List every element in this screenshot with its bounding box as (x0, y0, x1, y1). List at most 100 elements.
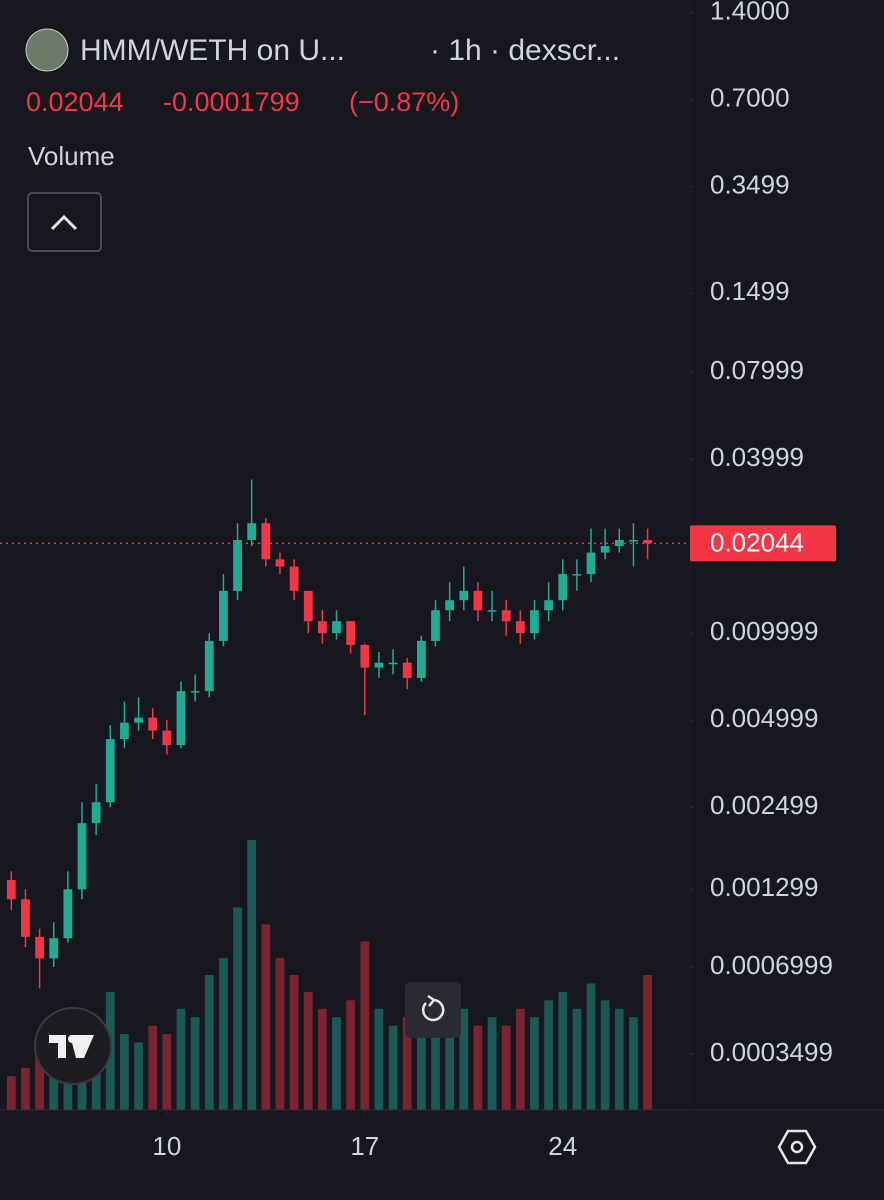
volume-bar (445, 1000, 455, 1110)
volume-bar (459, 1008, 469, 1110)
candle-body (600, 546, 610, 553)
volume-bar (332, 1017, 341, 1110)
candle-body (77, 823, 87, 890)
candle-body (63, 889, 73, 939)
volume-bar (233, 907, 242, 1110)
price-label: 0.02044 (710, 527, 804, 557)
volume-bar (219, 958, 228, 1110)
volume-bar (629, 1017, 638, 1110)
y-tick-label: 0.002499 (710, 790, 818, 820)
volume-bar (120, 1034, 129, 1110)
volume-bar (530, 1017, 539, 1110)
candle-body (487, 610, 497, 612)
volume-bar (558, 991, 568, 1110)
candle-body (530, 610, 539, 634)
candle-body (6, 879, 16, 900)
price-change: -0.0001799 (163, 87, 300, 117)
candle-body (388, 662, 398, 665)
candle-body (303, 590, 313, 622)
volume-bar (275, 958, 285, 1110)
candle-body (134, 717, 143, 723)
candle-body (105, 739, 115, 803)
volume-bar (515, 1008, 525, 1110)
y-tick-label: 0.7000 (710, 83, 790, 113)
candle-body (317, 621, 327, 634)
x-tick-label: 17 (350, 1131, 379, 1161)
volume-bar (544, 1000, 553, 1110)
volume-bar (134, 1042, 143, 1110)
candle-body (120, 722, 129, 740)
candle-body (572, 574, 582, 576)
collapse-button[interactable] (27, 192, 102, 252)
volume-bar (431, 991, 440, 1110)
volume-bar (388, 1025, 398, 1110)
candle-body (402, 662, 412, 678)
volume-bar (317, 1008, 327, 1110)
volume-bar (247, 840, 257, 1110)
volume-bar (35, 1042, 44, 1110)
y-tick-label: 0.03999 (710, 442, 804, 472)
candle-body (473, 590, 483, 611)
candle-body (176, 691, 186, 746)
x-tick-label: 24 (548, 1131, 577, 1161)
candle-body (49, 938, 59, 959)
y-tick-label: 0.0006999 (710, 950, 833, 980)
candle-body (275, 559, 285, 567)
settings-button[interactable] (777, 1129, 817, 1165)
volume-bar (643, 975, 652, 1110)
y-tick-label: 0.07999 (710, 355, 804, 385)
volume-bar (572, 1008, 582, 1110)
candle-body (515, 621, 525, 634)
candle-body (204, 640, 214, 692)
candle-body (162, 730, 172, 746)
y-tick-label: 0.0003499 (710, 1037, 833, 1067)
candle-body (544, 600, 553, 611)
candle-body (190, 691, 200, 693)
candle-body (21, 899, 30, 937)
volume-bar (204, 975, 214, 1110)
candle-body (261, 523, 271, 560)
price-change-percent: (−0.87%) (349, 87, 459, 117)
candle-body (247, 523, 257, 540)
candle-body (643, 539, 652, 544)
candle-body (289, 566, 299, 591)
volume-bar (501, 1025, 511, 1110)
volume-bar (303, 991, 313, 1110)
candle-body (346, 621, 356, 645)
volume-bar (190, 1017, 200, 1110)
candle-body (629, 539, 638, 542)
volume-bar (346, 1000, 356, 1110)
candle-body (360, 644, 370, 668)
candle-body (501, 610, 511, 622)
candle-body (374, 662, 384, 668)
volume-bar (402, 1017, 412, 1110)
volume-bar (487, 1017, 497, 1110)
candle-body (91, 802, 101, 824)
volume-bar (416, 1008, 426, 1110)
y-tick-label: 0.3499 (710, 170, 790, 200)
volume-bar (374, 1008, 384, 1110)
volume-bar (473, 1025, 483, 1110)
x-tick-label: 10 (152, 1131, 181, 1161)
last-price: 0.02044 (26, 87, 124, 117)
volume-bar (600, 1000, 610, 1110)
volume-bar (176, 1008, 186, 1110)
candle-body (35, 936, 44, 959)
candle-body (416, 640, 426, 678)
volume-bar (614, 1008, 624, 1110)
tradingview-logo[interactable] (34, 1007, 112, 1085)
volume-label: Volume (28, 141, 115, 171)
token-avatar (25, 28, 69, 72)
candle-body (219, 590, 228, 641)
candle-body (459, 590, 469, 601)
volume-bar (21, 1067, 30, 1110)
volume-bar (6, 1076, 16, 1110)
reset-button[interactable] (405, 982, 461, 1038)
volume-bar (162, 1034, 172, 1110)
y-tick-label: 0.004999 (710, 703, 818, 733)
y-tick-label: 0.009999 (710, 616, 818, 646)
candle-body (558, 574, 568, 601)
price-label-box (690, 525, 836, 562)
volume-bar (586, 983, 596, 1110)
chart-subtitle: · 1h · dexscr... (430, 34, 620, 67)
